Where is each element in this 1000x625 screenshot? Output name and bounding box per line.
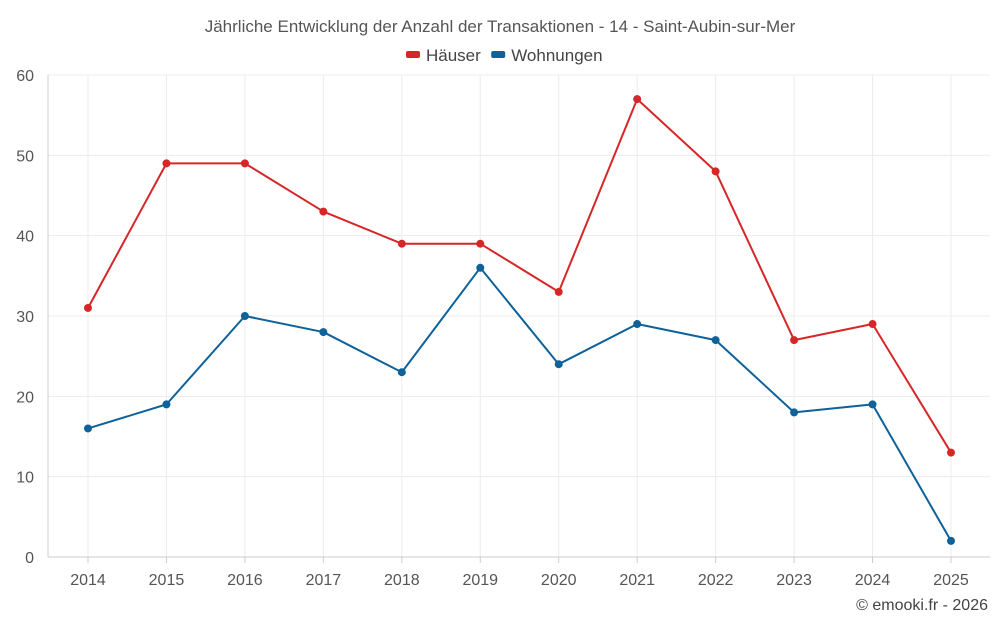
y-tick-label: 40 xyxy=(16,229,34,246)
x-tick-label: 2022 xyxy=(698,572,734,589)
series-group xyxy=(84,95,955,545)
x-tick-label: 2020 xyxy=(541,572,577,589)
y-tick-label: 10 xyxy=(16,470,34,487)
data-point-wohnungen xyxy=(84,424,92,433)
data-point-haeuser xyxy=(790,336,799,345)
x-tick-label: 2018 xyxy=(384,572,420,589)
y-tick-label: 20 xyxy=(16,389,34,406)
x-tick-label: 2021 xyxy=(619,572,655,589)
series-wohnungen xyxy=(84,263,955,545)
y-tick-label: 50 xyxy=(16,148,34,165)
y-tick-label: 0 xyxy=(25,550,34,567)
data-point-wohnungen xyxy=(947,536,955,545)
data-point-wohnungen xyxy=(162,400,171,409)
x-tick-label: 2025 xyxy=(933,572,969,589)
data-point-wohnungen xyxy=(554,360,563,369)
axes: 0 10 20 30 40 50 60 2014 2015 2016 2017 2018 2019 202… xyxy=(16,68,990,589)
series-haeuser xyxy=(84,95,955,457)
x-tick-label: 2024 xyxy=(855,572,891,589)
x-tick-label: 2023 xyxy=(776,572,812,589)
series-line-wohnungen xyxy=(87,266,952,542)
chart-title: Jährliche Entwicklung der Anzahl der Tra… xyxy=(205,17,796,36)
legend-label-haeuser: Häuser xyxy=(426,46,481,65)
data-point-haeuser xyxy=(868,320,877,329)
data-point-haeuser xyxy=(554,287,563,296)
x-tick-label: 2014 xyxy=(70,572,106,589)
y-tick-label: 60 xyxy=(16,68,34,85)
x-tick-label: 2017 xyxy=(306,572,342,589)
x-tick-label: 2015 xyxy=(149,572,185,589)
data-point-wohnungen xyxy=(790,408,799,417)
data-point-haeuser xyxy=(476,239,485,248)
data-point-haeuser xyxy=(84,303,92,312)
data-point-wohnungen xyxy=(633,320,642,329)
legend: Häuser Wohnungen xyxy=(406,46,603,65)
data-point-haeuser xyxy=(397,239,406,248)
data-point-haeuser xyxy=(162,159,171,168)
x-tick-label: 2016 xyxy=(227,572,263,589)
legend-swatch-wohnungen xyxy=(491,51,506,58)
data-point-wohnungen xyxy=(397,368,406,377)
data-point-wohnungen xyxy=(476,263,485,272)
data-point-wohnungen xyxy=(319,328,328,337)
y-tick-label: 30 xyxy=(16,309,34,326)
data-point-haeuser xyxy=(319,207,328,216)
x-tick-label: 2019 xyxy=(462,572,498,589)
data-point-haeuser xyxy=(633,95,642,104)
data-point-haeuser xyxy=(947,448,955,457)
series-line-haeuser xyxy=(87,98,952,454)
grid xyxy=(48,74,990,557)
data-point-wohnungen xyxy=(868,400,877,409)
data-point-wohnungen xyxy=(711,336,720,345)
legend-label-wohnungen: Wohnungen xyxy=(511,46,602,65)
credit-text: © emooki.fr - 2026 xyxy=(856,597,988,614)
data-point-wohnungen xyxy=(240,312,249,320)
legend-swatch-haeuser xyxy=(406,51,420,58)
data-point-haeuser xyxy=(240,159,249,168)
data-point-haeuser xyxy=(711,167,720,176)
